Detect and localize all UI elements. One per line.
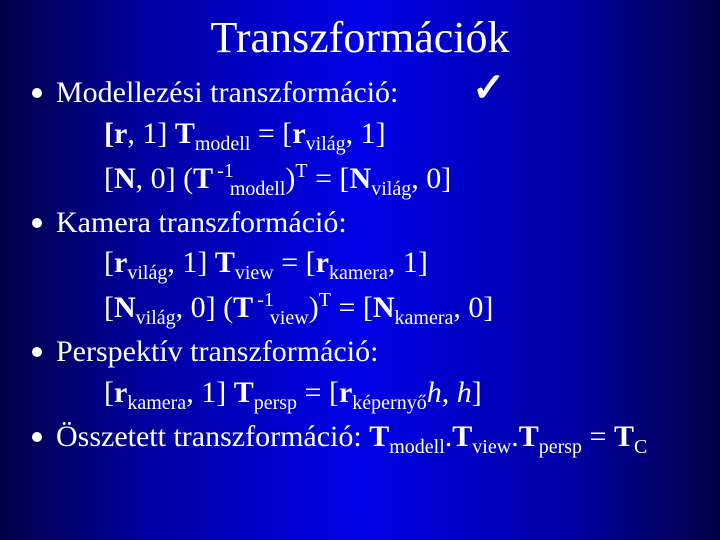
token: kamera [395, 307, 454, 329]
token: ) [285, 162, 295, 195]
token: r [316, 246, 329, 279]
token: h [427, 376, 442, 409]
token: ] [472, 376, 482, 409]
checkmark-icon: ✓ [472, 64, 506, 111]
lead-text: Összetett transzformáció: [56, 420, 369, 453]
token: világ [136, 307, 176, 329]
bullet-item: Perspektív transzformáció: [32, 332, 700, 373]
token: T [233, 291, 253, 324]
formula-line: [rvilág, 1] Tview = [rkamera, 1] [32, 243, 700, 287]
token: = [ [297, 376, 339, 409]
token: = [582, 420, 614, 453]
bullet-text: Összetett transzformáció: Tmodell.Tview.… [56, 417, 700, 461]
token: világ [306, 133, 346, 155]
token: T [295, 160, 307, 182]
token: persp [254, 392, 297, 414]
token: h [457, 376, 472, 409]
token: T [193, 162, 213, 195]
token: = [ [331, 291, 373, 324]
token: . [511, 420, 519, 453]
inline-formula: Tmodell.Tview.Tpersp = TC [369, 420, 647, 453]
token: modell [195, 133, 251, 155]
token: = [ [308, 162, 350, 195]
bullet-icon [32, 88, 42, 98]
bullet-text: Kamera transzformáció: [56, 203, 700, 244]
bullet-text: Perspektív transzformáció: [56, 332, 700, 373]
token: , 0] [453, 291, 493, 324]
token: C [634, 436, 647, 458]
token: N [114, 162, 136, 195]
token: view [270, 307, 309, 329]
token: N [350, 162, 372, 195]
token: N [373, 291, 395, 324]
token: T [519, 420, 539, 453]
bullet-item: Összetett transzformáció: Tmodell.Tview.… [32, 417, 700, 461]
token: T [614, 420, 634, 453]
token: T [175, 117, 195, 150]
token: persp [539, 436, 582, 458]
token: modell [230, 178, 286, 200]
bullet-text: Modellezési transzformáció: [56, 73, 700, 114]
token: , 0] [411, 162, 451, 195]
formula-line: [rkamera, 1] Tpersp = [rképernyőh, h] [32, 373, 700, 417]
lead-text: Perspektív transzformáció: [56, 335, 378, 368]
token: , 1] [388, 246, 428, 279]
bullet-item: Kamera transzformáció: [32, 203, 700, 244]
token: = [ [250, 117, 292, 150]
lead-text: Kamera transzformáció: [56, 206, 347, 239]
token: világ [371, 178, 411, 200]
token: , 0] ( [136, 162, 193, 195]
token: view [235, 262, 274, 284]
token: , 1] [167, 246, 215, 279]
token: T [319, 289, 331, 311]
token: [ [104, 246, 114, 279]
token: világ [127, 262, 167, 284]
token: [ [104, 117, 114, 150]
token: r [339, 376, 352, 409]
token: r [114, 246, 127, 279]
token: T [452, 420, 472, 453]
slide-title: Transzformációk [20, 12, 700, 63]
token: r [292, 117, 305, 150]
bullet-icon [32, 432, 42, 442]
token: T [234, 376, 254, 409]
bullet-item: Modellezési transzformáció: [32, 73, 700, 114]
token: [ [104, 291, 114, 324]
token: modell [389, 436, 445, 458]
token: r [114, 117, 127, 150]
slide: Transzformációk Modellezési transzformác… [0, 0, 720, 540]
token: [ [104, 162, 114, 195]
token: r [114, 376, 127, 409]
token: ) [309, 291, 319, 324]
slide-body: Modellezési transzformáció:[r, 1] Tmodel… [20, 73, 700, 461]
token: képernyő [352, 392, 426, 414]
token: = [ [274, 246, 316, 279]
bullet-icon [32, 218, 42, 228]
token: , 1] [186, 376, 234, 409]
token: -1 [257, 289, 274, 311]
token: N [114, 291, 136, 324]
bullet-icon [32, 347, 42, 357]
token: kamera [127, 392, 186, 414]
token: T [215, 246, 235, 279]
lead-text: Modellezési transzformáció: [56, 76, 398, 109]
token: -1 [217, 160, 234, 182]
token: T [369, 420, 389, 453]
token: , 1] [127, 117, 175, 150]
formula-line: [r, 1] Tmodell = [rvilág, 1] [32, 114, 700, 158]
token: , 0] ( [176, 291, 233, 324]
token: view [472, 436, 511, 458]
token: , 1] [346, 117, 386, 150]
token: kamera [329, 262, 388, 284]
formula-line: [Nvilág, 0] (T-1view)T = [Nkamera, 0] [32, 287, 700, 332]
token: , [442, 376, 457, 409]
formula-line: [N, 0] (T-1modell)T = [Nvilág, 0] [32, 158, 700, 203]
token: [ [104, 376, 114, 409]
